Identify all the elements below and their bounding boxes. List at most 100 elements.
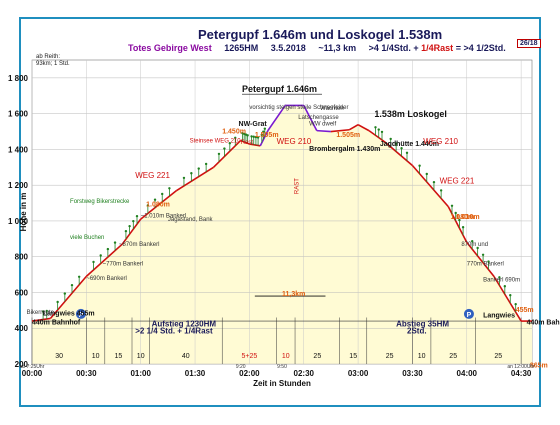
- distance-label: ~11,3 km: [318, 43, 357, 53]
- chart-label: WEG 221: [440, 176, 475, 185]
- chart-label: ~1.010m Bankerl: [141, 213, 187, 219]
- ascent-label: 1265HM: [224, 43, 259, 53]
- x-tick-label: 00:00: [22, 369, 43, 378]
- profile-segment: [447, 206, 468, 243]
- segment-duration-label: 10: [92, 353, 100, 360]
- chart-label: Petergupf 1.646m: [242, 84, 317, 94]
- tree-marker-crown: [135, 214, 139, 218]
- tree-marker-crown: [124, 229, 128, 233]
- tree-marker-crown: [153, 198, 157, 201]
- chart-label: 1.538m Loskogel: [374, 109, 447, 119]
- chart-label: WW dwelf: [309, 121, 336, 127]
- chart-label: 2Std.: [407, 327, 427, 336]
- tree-marker-crown: [106, 247, 110, 251]
- tree-marker-crown: [56, 300, 59, 304]
- region-label: Totes Gebirge West: [128, 43, 212, 53]
- tree-marker-crown: [476, 246, 479, 250]
- y-tick-label: 200: [15, 360, 29, 369]
- tree-marker-crown: [45, 309, 48, 313]
- tree-marker-crown: [204, 162, 208, 166]
- chart-label: Forstweg Bikerstrecke: [70, 199, 130, 205]
- tree-marker-crown: [113, 241, 117, 244]
- profile-segment: [121, 218, 142, 245]
- profile-segment: [411, 164, 449, 208]
- chart-label: WEG 210: [277, 137, 312, 146]
- tree-marker-crown: [197, 167, 200, 170]
- y-tick-label: 1 000: [8, 217, 29, 226]
- chart-label: Steinsee WEG 210: [190, 138, 242, 144]
- chart-label: 1.505m: [336, 132, 360, 139]
- time-part1-label: >4 1/4Std. +: [368, 43, 422, 53]
- chart-label: Wächten: [320, 106, 344, 112]
- x-axis-label: Zeit in Stunden: [253, 379, 311, 388]
- chart-label: Abstieg 35HM: [396, 319, 449, 328]
- time-part2-label: = >4 1/2Std.: [453, 43, 506, 53]
- tree-marker-crown: [223, 147, 226, 150]
- x-tick-label: 03:30: [402, 369, 423, 378]
- chart-label: 1.450m: [222, 128, 246, 135]
- date-label: 3.5.2018: [270, 43, 306, 53]
- chart-label: >2 1/4 Std. + 1/4Rast: [135, 327, 213, 336]
- chart-label: Langwies 455m: [43, 311, 95, 318]
- tree-marker-crown: [418, 164, 421, 167]
- chart-label: WEG 210: [423, 137, 458, 146]
- chart-label: Jagastand, Bank: [168, 217, 214, 223]
- chart-label: RAST: [294, 178, 300, 194]
- chart-label: Brombergalm 1.430m: [309, 146, 380, 153]
- segment-duration-label: 10: [418, 353, 426, 360]
- chart-label: 11,3km: [282, 291, 305, 298]
- profile-segment: [259, 130, 269, 147]
- origin-note-2: 93km; 1 Std.: [36, 61, 70, 67]
- chart-label: NW-Grat: [239, 121, 268, 128]
- chart-label: Latschengasse: [298, 115, 339, 121]
- y-tick-label: 400: [15, 324, 29, 333]
- x-tick-label: 01:00: [130, 369, 151, 378]
- x-tick-label: 04:30: [511, 369, 532, 378]
- chart-label: Langwies: [483, 313, 515, 320]
- profile-segment: [466, 241, 495, 277]
- chart-label: 870m und: [461, 242, 488, 248]
- time-rast-label: 1/4Rast: [421, 43, 454, 53]
- page-badge: 26/18: [517, 39, 541, 48]
- chart-label: Aufstieg 1230HM: [152, 319, 217, 328]
- x-tick-label: 01:30: [185, 369, 206, 378]
- tree-marker-crown: [250, 135, 253, 138]
- tree-marker-crown: [262, 130, 265, 133]
- segment-duration-label: 10: [137, 353, 145, 360]
- tree-marker-crown: [228, 142, 232, 145]
- chart-label: 1.505m: [255, 132, 279, 139]
- tree-marker-crown: [450, 204, 454, 207]
- tree-marker-crown: [70, 283, 74, 287]
- tree-marker-crown: [503, 285, 507, 288]
- tree-marker-crown: [425, 172, 428, 176]
- tree-marker-crown: [498, 276, 501, 279]
- tree-marker-crown: [481, 253, 485, 256]
- tree-marker-crown: [99, 254, 102, 257]
- segment-duration-label: 15: [115, 353, 123, 360]
- y-tick-label: 1 200: [8, 181, 29, 190]
- time-mark-label: an 12:00Uhr: [507, 364, 535, 370]
- x-tick-label: 02:00: [239, 369, 260, 378]
- profile-segment: [31, 317, 51, 322]
- tree-marker-crown: [400, 147, 403, 150]
- tree-marker-crown: [263, 127, 267, 130]
- tree-marker-crown: [146, 204, 150, 207]
- parking-marker: [75, 308, 86, 319]
- segment-duration-label: 25: [386, 353, 394, 360]
- chart-label: WEG 221: [135, 171, 170, 180]
- tree-marker-crown: [405, 151, 409, 155]
- chart-subtitle: Totes Gebirge West 1265HM 3.5.2018 ~11,3…: [128, 43, 506, 53]
- tree-marker-crown: [458, 218, 461, 222]
- y-axis-label: Höhe in m: [19, 193, 28, 232]
- tree-marker-crown: [374, 126, 377, 129]
- y-tick-label: 1 800: [8, 74, 29, 83]
- x-tick-label: 00:30: [76, 369, 97, 378]
- profile-segment: [493, 275, 522, 322]
- chart-label: 770m Bankerl: [467, 262, 504, 268]
- tree-marker-crown: [380, 130, 384, 134]
- chart-label: 440m Bahnhof: [527, 320, 560, 327]
- segment-duration-label: 30: [55, 353, 63, 360]
- profile-segment: [316, 129, 331, 133]
- chart-label: Jagdhütte 1.440m: [380, 141, 439, 148]
- tree-marker-crown: [128, 224, 131, 228]
